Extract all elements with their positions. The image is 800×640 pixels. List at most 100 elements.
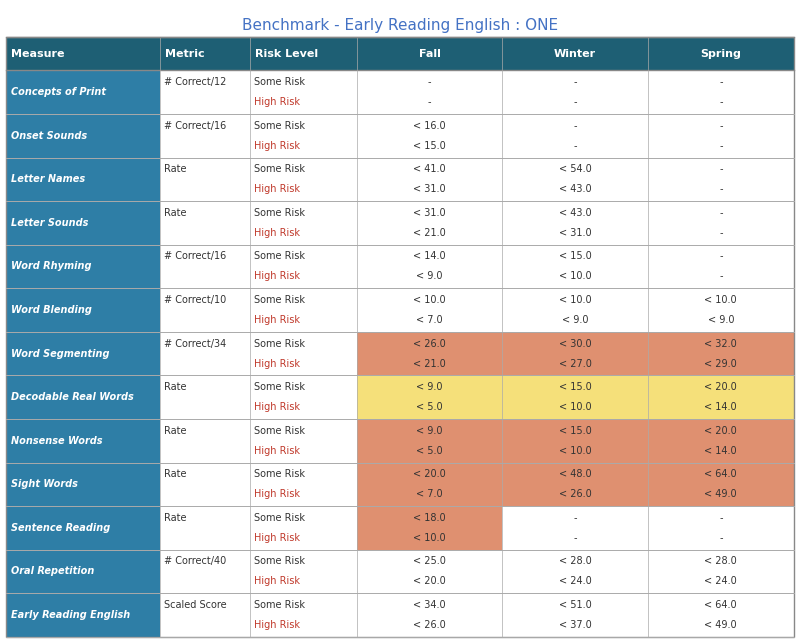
Text: Word Rhyming: Word Rhyming bbox=[11, 262, 92, 271]
Text: # Correct/16: # Correct/16 bbox=[164, 252, 226, 262]
Text: < 21.0: < 21.0 bbox=[413, 358, 446, 369]
Text: < 9.0: < 9.0 bbox=[416, 271, 442, 282]
Text: Rate: Rate bbox=[164, 513, 186, 523]
Text: < 21.0: < 21.0 bbox=[413, 228, 446, 238]
Text: < 20.0: < 20.0 bbox=[413, 469, 446, 479]
Text: < 27.0: < 27.0 bbox=[558, 358, 591, 369]
Text: < 16.0: < 16.0 bbox=[414, 121, 446, 131]
Text: < 10.0: < 10.0 bbox=[559, 271, 591, 282]
Text: Some Risk: Some Risk bbox=[254, 426, 306, 436]
Text: # Correct/10: # Correct/10 bbox=[164, 295, 226, 305]
Text: Some Risk: Some Risk bbox=[254, 77, 306, 87]
Text: -: - bbox=[719, 271, 722, 282]
Text: Fall: Fall bbox=[418, 49, 441, 59]
Text: < 31.0: < 31.0 bbox=[559, 228, 591, 238]
Text: < 10.0: < 10.0 bbox=[705, 295, 737, 305]
Text: < 9.0: < 9.0 bbox=[707, 315, 734, 325]
Text: Rate: Rate bbox=[164, 426, 186, 436]
Text: < 26.0: < 26.0 bbox=[558, 490, 591, 499]
Text: # Correct/16: # Correct/16 bbox=[164, 121, 226, 131]
Text: Some Risk: Some Risk bbox=[254, 556, 306, 566]
Text: < 10.0: < 10.0 bbox=[559, 402, 591, 412]
Text: Some Risk: Some Risk bbox=[254, 295, 306, 305]
Text: < 5.0: < 5.0 bbox=[416, 402, 443, 412]
Text: Oral Repetition: Oral Repetition bbox=[11, 566, 94, 577]
Text: < 26.0: < 26.0 bbox=[413, 339, 446, 349]
Text: Benchmark - Early Reading English : ONE: Benchmark - Early Reading English : ONE bbox=[242, 18, 558, 33]
Text: < 34.0: < 34.0 bbox=[414, 600, 446, 610]
Text: < 9.0: < 9.0 bbox=[416, 426, 442, 436]
Text: < 15.0: < 15.0 bbox=[558, 252, 591, 262]
Text: Some Risk: Some Risk bbox=[254, 513, 306, 523]
Text: High Risk: High Risk bbox=[254, 228, 301, 238]
Text: Letter Sounds: Letter Sounds bbox=[11, 218, 89, 228]
Text: Some Risk: Some Risk bbox=[254, 208, 306, 218]
Text: < 30.0: < 30.0 bbox=[559, 339, 591, 349]
Text: High Risk: High Risk bbox=[254, 620, 301, 630]
Text: < 28.0: < 28.0 bbox=[558, 556, 591, 566]
Text: High Risk: High Risk bbox=[254, 490, 301, 499]
Text: Sight Words: Sight Words bbox=[11, 479, 78, 490]
Text: Rate: Rate bbox=[164, 469, 186, 479]
Text: -: - bbox=[719, 252, 722, 262]
Text: Sentence Reading: Sentence Reading bbox=[11, 523, 110, 533]
Text: < 37.0: < 37.0 bbox=[558, 620, 591, 630]
Text: Some Risk: Some Risk bbox=[254, 382, 306, 392]
Text: Some Risk: Some Risk bbox=[254, 121, 306, 131]
Text: Measure: Measure bbox=[11, 49, 65, 59]
Text: Risk Level: Risk Level bbox=[255, 49, 318, 59]
Text: < 20.0: < 20.0 bbox=[705, 426, 737, 436]
Text: High Risk: High Risk bbox=[254, 141, 301, 151]
Text: Rate: Rate bbox=[164, 164, 186, 174]
Text: < 14.0: < 14.0 bbox=[705, 402, 737, 412]
Text: < 49.0: < 49.0 bbox=[705, 620, 737, 630]
Text: High Risk: High Risk bbox=[254, 533, 301, 543]
Text: < 54.0: < 54.0 bbox=[558, 164, 591, 174]
Text: Metric: Metric bbox=[165, 49, 204, 59]
Text: # Correct/40: # Correct/40 bbox=[164, 556, 226, 566]
Text: < 14.0: < 14.0 bbox=[414, 252, 446, 262]
Text: < 10.0: < 10.0 bbox=[559, 445, 591, 456]
Text: -: - bbox=[719, 208, 722, 218]
Text: < 24.0: < 24.0 bbox=[558, 577, 591, 586]
Text: -: - bbox=[719, 184, 722, 195]
Text: -: - bbox=[428, 77, 431, 87]
Text: < 32.0: < 32.0 bbox=[705, 339, 737, 349]
Text: High Risk: High Risk bbox=[254, 315, 301, 325]
Text: < 10.0: < 10.0 bbox=[414, 295, 446, 305]
Text: Word Segmenting: Word Segmenting bbox=[11, 349, 110, 358]
Text: Letter Names: Letter Names bbox=[11, 174, 86, 184]
Text: < 5.0: < 5.0 bbox=[416, 445, 443, 456]
Text: < 15.0: < 15.0 bbox=[413, 141, 446, 151]
Text: < 48.0: < 48.0 bbox=[559, 469, 591, 479]
Text: -: - bbox=[574, 121, 577, 131]
Text: High Risk: High Risk bbox=[254, 358, 301, 369]
Text: < 7.0: < 7.0 bbox=[416, 315, 443, 325]
Text: < 7.0: < 7.0 bbox=[416, 490, 443, 499]
Text: -: - bbox=[719, 513, 722, 523]
Text: < 15.0: < 15.0 bbox=[558, 382, 591, 392]
Text: # Correct/34: # Correct/34 bbox=[164, 339, 226, 349]
Text: High Risk: High Risk bbox=[254, 184, 301, 195]
Text: -: - bbox=[719, 77, 722, 87]
Text: -: - bbox=[428, 97, 431, 108]
Text: # Correct/12: # Correct/12 bbox=[164, 77, 226, 87]
Text: Spring: Spring bbox=[700, 49, 742, 59]
Text: < 24.0: < 24.0 bbox=[705, 577, 737, 586]
Text: Winter: Winter bbox=[554, 49, 596, 59]
Text: High Risk: High Risk bbox=[254, 97, 301, 108]
Text: High Risk: High Risk bbox=[254, 402, 301, 412]
Text: < 28.0: < 28.0 bbox=[705, 556, 737, 566]
Text: Some Risk: Some Risk bbox=[254, 469, 306, 479]
Text: High Risk: High Risk bbox=[254, 445, 301, 456]
Text: -: - bbox=[719, 141, 722, 151]
Text: < 18.0: < 18.0 bbox=[414, 513, 446, 523]
Text: -: - bbox=[719, 533, 722, 543]
Text: < 49.0: < 49.0 bbox=[705, 490, 737, 499]
Text: < 20.0: < 20.0 bbox=[413, 577, 446, 586]
Text: Rate: Rate bbox=[164, 208, 186, 218]
Text: Some Risk: Some Risk bbox=[254, 252, 306, 262]
Text: -: - bbox=[574, 97, 577, 108]
Text: High Risk: High Risk bbox=[254, 271, 301, 282]
Text: < 43.0: < 43.0 bbox=[559, 208, 591, 218]
